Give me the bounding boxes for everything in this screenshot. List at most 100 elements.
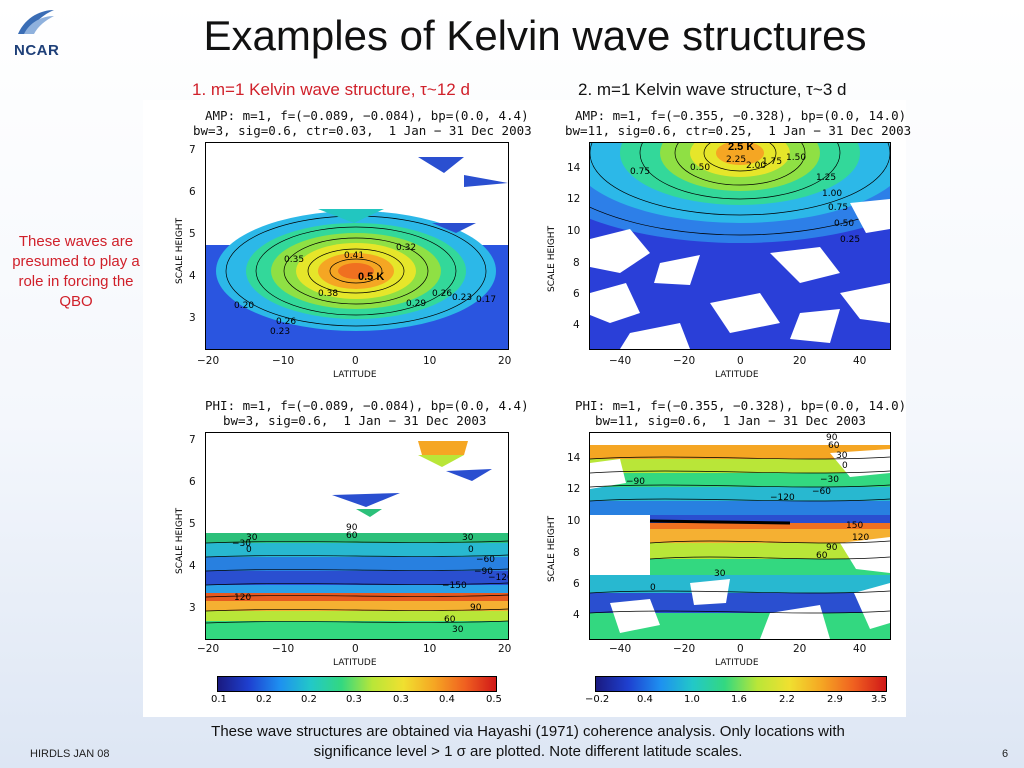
- contour-label: 0.50: [690, 163, 711, 173]
- y-tick: 14: [567, 452, 581, 464]
- contour-label: 2.25: [726, 155, 747, 165]
- contour-label: −120: [770, 493, 795, 503]
- subtitle-left: 1. m=1 Kelvin wave structure, τ~12 d: [192, 80, 470, 99]
- phi-right-plot: 90 60 30 0 −30 −60 −90 −120 150 120 90 6…: [589, 432, 891, 640]
- x-tick: −20: [197, 355, 220, 367]
- y-tick: 8: [573, 257, 580, 269]
- contour-label: 60: [346, 531, 358, 541]
- contour-label: −60: [812, 487, 831, 497]
- ncar-wordmark: NCAR: [14, 42, 60, 59]
- y-tick: 4: [573, 319, 580, 331]
- y-axis-label: SCALE HEIGHT: [175, 507, 185, 574]
- contour-label: −90: [474, 567, 493, 577]
- contour-label: 0.20: [234, 301, 255, 311]
- phi-left-plot: 90 60 30 0 −30 30 0 −60 −90 −120 −150 12…: [205, 432, 509, 640]
- contour-label: 30: [714, 569, 726, 579]
- colorbar-tick: 3.5: [871, 694, 887, 705]
- x-tick: 10: [423, 355, 437, 367]
- contour-label: 0.50: [834, 219, 855, 229]
- contour-label: 0.26: [276, 317, 297, 327]
- colorbar-tick: 0.4: [637, 694, 653, 705]
- slide-title: Examples of Kelvin wave structures: [203, 12, 867, 59]
- y-axis-label: SCALE HEIGHT: [547, 225, 557, 292]
- figure-area: AMP: m=1, f=(−0.089, −0.084), bp=(0.0, 4…: [143, 100, 911, 717]
- y-tick: 3: [189, 602, 196, 614]
- contour-label: −90: [626, 477, 645, 487]
- contour-label: 90: [826, 543, 838, 553]
- colorbar-tick: 1.0: [684, 694, 700, 705]
- caption-line: significance level > 1 σ are plotted. No…: [313, 743, 743, 760]
- x-tick: 0: [352, 643, 359, 655]
- amp-right-panel: AMP: m=1, f=(−0.355, −0.328), bp=(0.0, 1…: [533, 100, 911, 390]
- colorbar-tick: 2.2: [779, 694, 795, 705]
- phi-right-contour: [590, 433, 890, 639]
- side-note: These waves are presumed to play a role …: [12, 233, 140, 310]
- amp-left-contour: [206, 157, 508, 349]
- contour-label: 0.38: [318, 289, 339, 299]
- x-tick: −40: [609, 643, 632, 655]
- x-axis-label: LATITUDE: [715, 370, 759, 380]
- contour-label: 2.00: [746, 161, 767, 171]
- y-tick: 7: [189, 144, 196, 156]
- x-tick: −10: [272, 355, 295, 367]
- panel-subheader: bw=11, sig=0.6, 1 Jan − 31 Dec 2003: [595, 413, 866, 428]
- colorbar-tick: 1.6: [731, 694, 747, 705]
- contour-label: 0.32: [396, 243, 417, 253]
- panel-subheader: bw=3, sig=0.6, ctr=0.03, 1 Jan − 31 Dec …: [193, 123, 532, 138]
- contour-label: 0: [842, 461, 848, 471]
- y-tick: 10: [567, 225, 581, 237]
- contour-label: 1.50: [786, 153, 807, 163]
- y-tick: 5: [189, 228, 196, 240]
- panel-subheader: bw=3, sig=0.6, 1 Jan − 31 Dec 2003: [223, 413, 487, 428]
- phi-right-panel: PHI: m=1, f=(−0.355, −0.328), bp=(0.0, 1…: [533, 390, 906, 680]
- contour-label: 120: [852, 533, 870, 543]
- contour-label: 1.75: [762, 157, 783, 167]
- contour-label: 0: [246, 545, 252, 555]
- x-axis-label: LATITUDE: [333, 370, 377, 380]
- contour-label: 60: [816, 551, 828, 561]
- colorbar-tick: 0.3: [346, 694, 362, 705]
- panel-header: AMP: m=1, f=(−0.089, −0.084), bp=(0.0, 4…: [205, 108, 529, 123]
- colorbar-left: [217, 676, 497, 692]
- contour-label: 90: [826, 433, 838, 443]
- contour-label: 0.75: [828, 203, 849, 213]
- contour-label: 0.41: [344, 251, 365, 261]
- amp-right-plot: 2.5 K 2.25 2.00 1.75 1.50 1.25 1.00 0.75…: [589, 142, 891, 350]
- contour-label: 120: [234, 593, 252, 603]
- contour-label: 0: [468, 545, 474, 555]
- y-tick: 6: [189, 476, 196, 488]
- colorbar-tick: 0.5: [486, 694, 502, 705]
- y-tick: 5: [189, 518, 196, 530]
- panel-header: PHI: m=1, f=(−0.089, −0.084), bp=(0.0, 4…: [205, 398, 529, 413]
- x-tick: 10: [423, 643, 437, 655]
- contour-label: 0.17: [476, 295, 497, 305]
- contour-label: 0.75: [630, 167, 651, 177]
- y-tick: 3: [189, 312, 196, 324]
- colorbar-tick: 0.2: [301, 694, 317, 705]
- contour-label: 1.25: [816, 173, 837, 183]
- panel-header: PHI: m=1, f=(−0.355, −0.328), bp=(0.0, 1…: [575, 398, 907, 413]
- y-tick: 8: [573, 547, 580, 559]
- x-tick: −20: [673, 355, 696, 367]
- y-tick: 7: [189, 434, 196, 446]
- x-tick: 40: [853, 355, 867, 367]
- colorbar-tick: 0.1: [211, 694, 227, 705]
- contour-label: 90: [470, 603, 482, 613]
- contour-label: 150: [846, 521, 864, 531]
- x-tick: −20: [197, 643, 220, 655]
- contour-label: −60: [476, 555, 495, 565]
- y-tick: 6: [573, 578, 580, 590]
- contour-label: −30: [820, 475, 839, 485]
- contour-label: −120: [488, 573, 508, 583]
- y-tick: 6: [189, 186, 196, 198]
- colorbar-right: [595, 676, 887, 692]
- contour-label: 30: [462, 533, 474, 543]
- y-axis-label: SCALE HEIGHT: [175, 217, 185, 284]
- peak-label: 0.5 K: [358, 271, 385, 283]
- ncar-swoosh-icon: [18, 10, 54, 34]
- x-tick: −20: [673, 643, 696, 655]
- contour-label: −150: [442, 581, 467, 591]
- footer-left: HIRDLS JAN 08: [30, 748, 110, 760]
- subtitle-right: 2. m=1 Kelvin wave structure, τ~3 d: [578, 80, 847, 99]
- y-tick: 4: [573, 609, 580, 621]
